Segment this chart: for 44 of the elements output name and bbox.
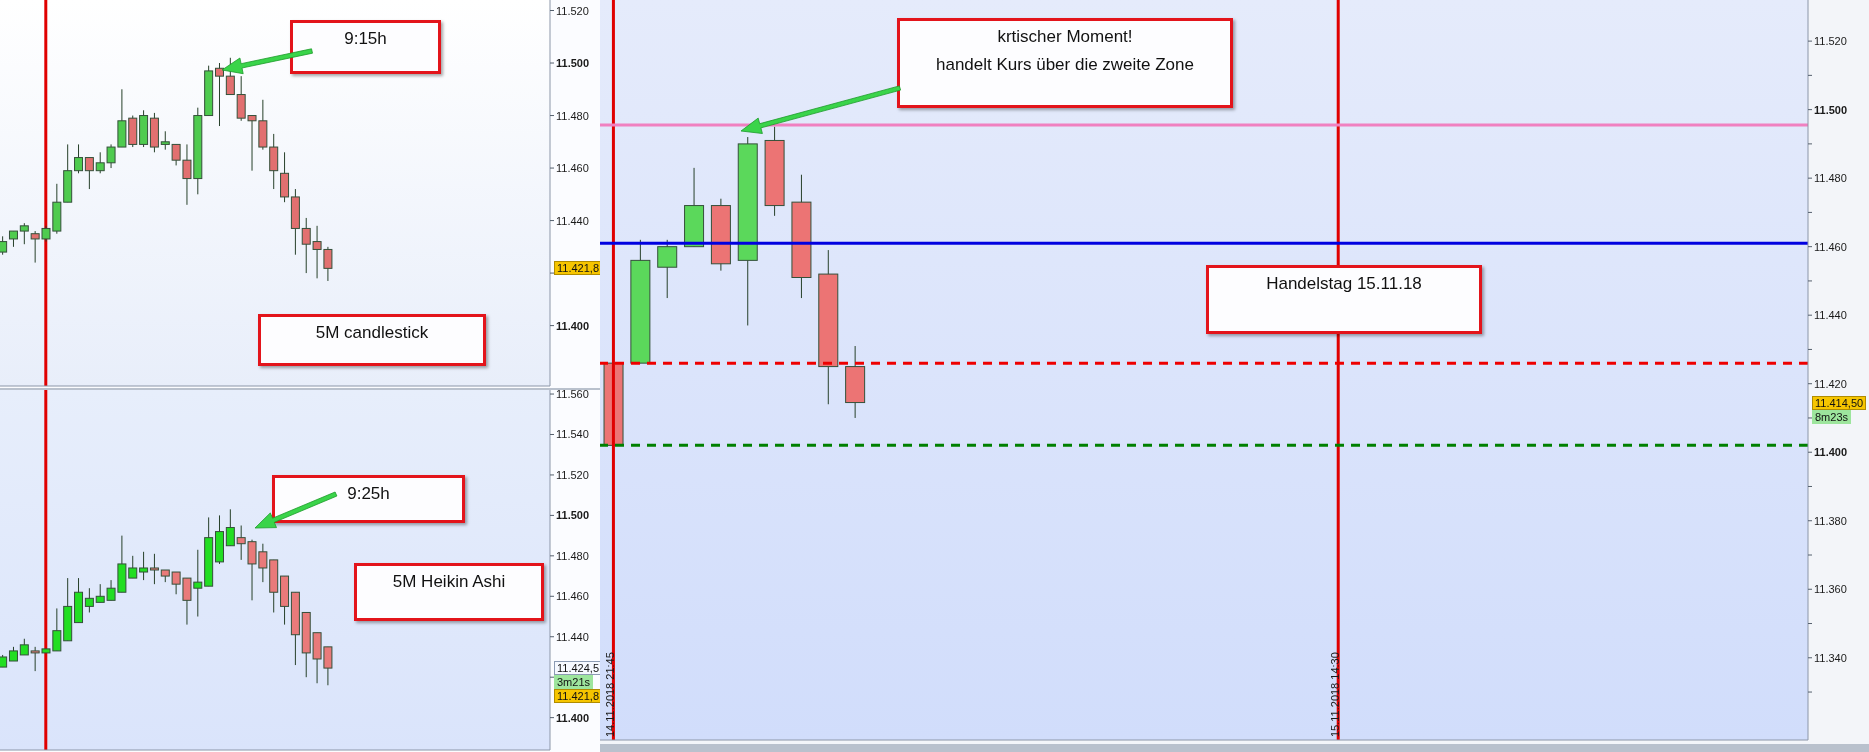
callout-box: 5M Heikin Ashi — [354, 563, 544, 621]
y-tick-label: 11.520 — [1814, 35, 1847, 48]
annotation: 9:15h — [344, 29, 387, 48]
y-tick-label: 11.400 — [556, 319, 590, 332]
callout-box: Handelstag 15.11.18 — [1206, 265, 1482, 334]
annotation: 5M candlestick — [315, 323, 429, 342]
y-tick-label: 11.420 — [1814, 377, 1847, 390]
callout-box: 9:25h — [272, 475, 465, 523]
callout-box: 9:15h — [290, 20, 441, 74]
y-tick-label: 11.480 — [1814, 172, 1847, 185]
text: 8m23s — [1815, 410, 1849, 423]
y-tick-label: 11.380 — [1814, 514, 1847, 527]
y-tick-label: 11.480 — [556, 549, 589, 562]
y-tick-label: 11.400 — [1814, 446, 1848, 459]
x-tick-label: 15.11.2018 14:30 — [1329, 652, 1342, 737]
y-tick-label: 11.460 — [556, 590, 589, 603]
y-tick-label: 11.500 — [556, 57, 590, 70]
y-tick-label: 11.460 — [556, 162, 589, 175]
y-tick-label: 11.460 — [1814, 240, 1847, 253]
text: 11.414,50 — [1815, 396, 1864, 409]
y-tick-label: 11.520 — [556, 4, 589, 17]
annotation: krtischer Moment! handelt Kurs über die zweite Zone — [936, 27, 1194, 74]
x-tick-label: 14.11.2018 21:45 — [604, 652, 617, 737]
text: 3m21s — [557, 676, 591, 689]
y-tick-label: 11.440 — [1814, 309, 1847, 322]
y-tick-label: 11.540 — [556, 428, 589, 441]
y-tick-label: 11.560 — [556, 388, 589, 401]
y-tick-label: 11.440 — [556, 630, 589, 643]
y-tick-label: 11.360 — [1814, 583, 1847, 596]
callout-box: krtischer Moment! handelt Kurs über die zweite Zone — [897, 18, 1233, 108]
text: 11.421,8 — [557, 690, 600, 703]
y-tick-label: 11.500 — [556, 509, 590, 522]
y-tick-label: 11.500 — [1814, 103, 1848, 116]
y-tick-label: 11.440 — [556, 214, 589, 227]
y-tick-label: 11.340 — [1814, 651, 1847, 664]
callout-box: 5M candlestick — [258, 314, 486, 366]
y-tick-label: 11.480 — [556, 109, 589, 122]
text: 11.424,5 — [557, 662, 600, 675]
annotation: 5M Heikin Ashi — [392, 572, 506, 591]
annotation: 9:25h — [347, 484, 390, 503]
y-tick-label: 11.520 — [556, 468, 589, 481]
text: 11.421,8 — [557, 262, 600, 275]
annotation: Handelstag 15.11.18 — [1266, 274, 1422, 293]
y-tick-label: 11.400 — [556, 711, 590, 724]
